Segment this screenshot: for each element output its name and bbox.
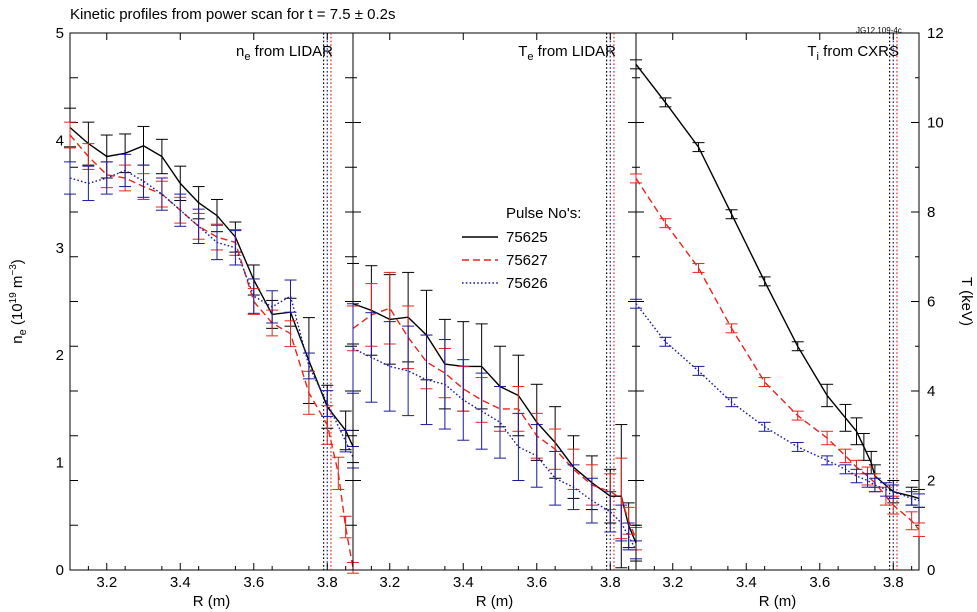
y-tick-label: 3 — [56, 240, 64, 257]
x-axis-label: R (m) — [193, 593, 231, 610]
x-tick-label: 3.8 — [883, 574, 904, 591]
y-tick-label: 0 — [56, 562, 64, 579]
figure-title: Kinetic profiles from power scan for t =… — [70, 6, 396, 23]
x-axis-label: R (m) — [476, 593, 514, 610]
series-line-75626 — [352, 347, 637, 551]
x-tick-label: 3.2 — [96, 574, 117, 591]
panel-frame-3 — [635, 32, 920, 571]
y-tick-label: 2 — [56, 347, 64, 364]
x-tick-label: 3.2 — [662, 574, 683, 591]
y-right-axis-label: T (keV) — [958, 277, 975, 326]
y-right-tick-label: 8 — [927, 204, 935, 221]
x-tick-label: 3.6 — [526, 574, 547, 591]
x-tick-label: 3.2 — [379, 574, 400, 591]
x-tick-label: 3.6 — [243, 574, 264, 591]
panel-title: Te from LIDAR — [518, 43, 616, 63]
x-tick-label: 3.4 — [170, 574, 191, 591]
y-right-tick-label: 12 — [927, 25, 944, 42]
legend-label-75626: 75626 — [506, 275, 548, 292]
series-line-75627 — [69, 134, 354, 569]
series-line-75627 — [635, 178, 920, 531]
x-axis-label: R (m) — [759, 593, 797, 610]
x-tick-label: 3.6 — [809, 574, 830, 591]
series-line-75625 — [635, 63, 920, 500]
x-tick-label: 3.8 — [317, 574, 338, 591]
x-tick-label: 3.4 — [453, 574, 474, 591]
y-right-tick-label: 10 — [927, 115, 944, 132]
series-line-75627 — [352, 307, 637, 539]
y-right-tick-label: 6 — [927, 294, 935, 311]
y-tick-label: 4 — [56, 132, 64, 149]
panel-title: ne from LIDAR — [236, 43, 333, 63]
y-tick-label: 1 — [56, 455, 64, 472]
x-tick-label: 3.8 — [600, 574, 621, 591]
panel-frame-2 — [352, 32, 637, 571]
x-tick-label: 3.4 — [736, 574, 757, 591]
y-right-tick-label: 2 — [927, 473, 935, 490]
panel-title: Ti from CXRS — [807, 43, 899, 63]
series-line-75626 — [635, 303, 920, 502]
y-right-tick-label: 4 — [927, 383, 935, 400]
legend-title: Pulse No's: — [506, 205, 581, 222]
series-line-75625 — [352, 303, 637, 544]
figure-tag: JG12.109-4c — [856, 26, 902, 35]
y-right-tick-label: 0 — [927, 562, 935, 579]
y-axis-label: ne (1019 m−3) — [8, 259, 29, 344]
y-tick-label: 5 — [56, 25, 64, 42]
panel-frame-1 — [69, 32, 354, 571]
legend-label-75627: 75627 — [506, 252, 548, 269]
legend-label-75625: 75625 — [506, 229, 548, 246]
